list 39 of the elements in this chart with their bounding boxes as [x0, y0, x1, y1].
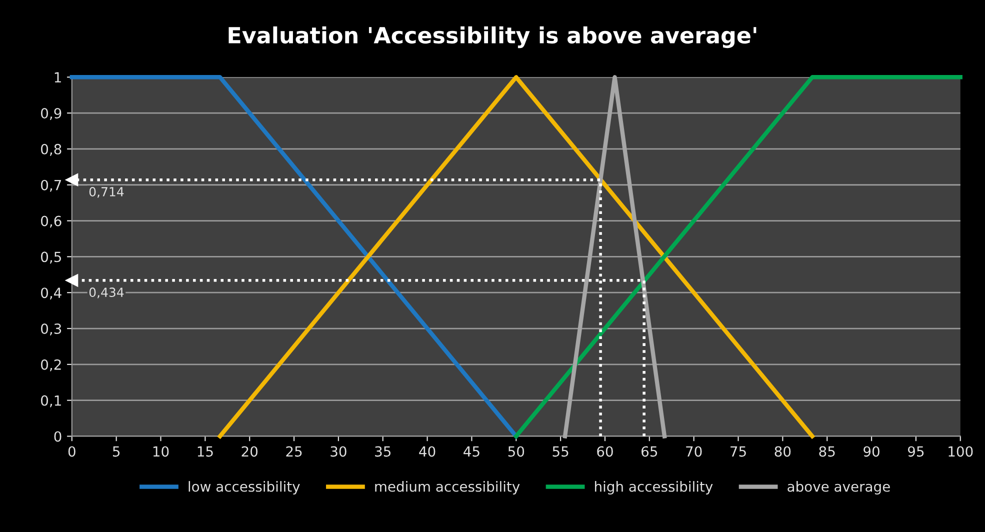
x-tick-label: 75: [730, 446, 746, 457]
y-tick-label: 0: [54, 431, 62, 442]
y-tick-label: 0,2: [41, 359, 61, 372]
x-tick-label: 25: [286, 446, 302, 457]
legend-label: low accessibility: [188, 481, 300, 494]
y-tick-label: 0,3: [41, 323, 62, 336]
annotation: 0,434: [89, 288, 124, 298]
y-tick-label: 0,1: [41, 395, 61, 408]
x-tick-label: 5: [112, 446, 120, 457]
x-tick-label: 100: [948, 446, 973, 457]
x-tick-label: 50: [508, 446, 524, 457]
x-tick-label: 15: [198, 446, 213, 457]
x-tick-label: 30: [330, 446, 346, 457]
annotation: 0,714: [89, 187, 124, 198]
x-tick-label: 60: [597, 446, 613, 457]
legend-label: above average: [788, 481, 890, 494]
x-tick-label: 85: [819, 446, 835, 457]
x-tick-label: 70: [686, 446, 702, 457]
x-tick-label: 10: [153, 446, 169, 457]
x-tick-label: 35: [375, 446, 390, 457]
y-tick-label: 0,8: [41, 144, 62, 156]
y-tick-label: 0,4: [41, 288, 62, 300]
chart-title: Evaluation 'Accessibility is above average': [228, 26, 756, 48]
y-tick-label: 0,9: [41, 108, 62, 120]
x-tick-label: 65: [642, 446, 658, 457]
x-tick-label: 55: [552, 446, 568, 457]
y-tick-label: 0,5: [41, 252, 61, 264]
x-tick-label: 40: [419, 446, 436, 457]
x-tick-label: 45: [464, 446, 480, 457]
legend-label: high accessibility: [595, 481, 713, 494]
x-tick-label: 80: [774, 446, 791, 457]
y-tick-label: 0,7: [41, 180, 61, 192]
x-tick-label: 95: [908, 446, 924, 457]
legend-label: medium accessibility: [375, 481, 520, 494]
x-tick-label: 20: [242, 446, 258, 457]
y-tick-label: 0,6: [41, 216, 62, 228]
y-tick-label: 1: [54, 72, 61, 82]
x-tick-label: 90: [864, 446, 880, 457]
x-tick-label: 0: [68, 446, 76, 457]
